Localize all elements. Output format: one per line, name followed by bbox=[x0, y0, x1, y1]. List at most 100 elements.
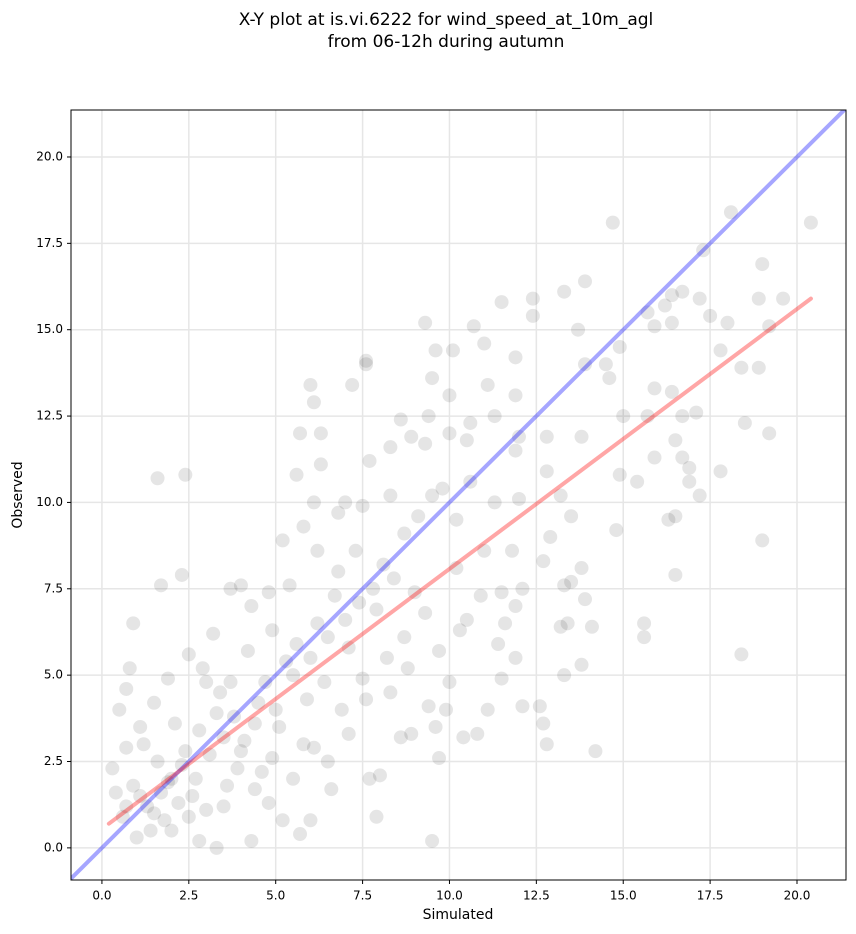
point bbox=[675, 450, 690, 465]
point bbox=[157, 813, 172, 828]
point bbox=[418, 436, 433, 451]
point bbox=[404, 429, 419, 444]
point bbox=[720, 315, 735, 330]
point bbox=[233, 744, 248, 759]
point bbox=[755, 533, 770, 548]
point bbox=[366, 581, 381, 596]
point bbox=[470, 726, 485, 741]
x-tick-label: 5.0 bbox=[266, 889, 285, 903]
point bbox=[352, 595, 367, 610]
y-tick-label: 0.0 bbox=[44, 840, 63, 854]
point bbox=[261, 795, 276, 810]
point bbox=[143, 823, 158, 838]
point bbox=[338, 495, 353, 510]
point bbox=[647, 381, 662, 396]
point bbox=[574, 429, 589, 444]
x-axis-label: Simulated bbox=[423, 907, 494, 923]
chart-title: from 06-12h during autumn bbox=[328, 32, 565, 52]
point bbox=[421, 409, 436, 424]
point bbox=[452, 623, 467, 638]
point bbox=[449, 512, 464, 527]
point bbox=[209, 840, 224, 855]
point bbox=[713, 343, 728, 358]
point bbox=[480, 702, 495, 717]
ticks: 0.0 2.5 5.0 7.5 10.0 12.5 15.0 17.5 20.0 0.0 2.5 5.… bbox=[36, 149, 810, 902]
point bbox=[178, 467, 193, 482]
point bbox=[293, 426, 308, 441]
point bbox=[275, 533, 290, 548]
point bbox=[668, 433, 683, 448]
point bbox=[105, 761, 120, 776]
point bbox=[762, 426, 777, 441]
point bbox=[664, 315, 679, 330]
point bbox=[275, 813, 290, 828]
point bbox=[689, 405, 704, 420]
point bbox=[320, 630, 335, 645]
point bbox=[393, 730, 408, 745]
point bbox=[150, 471, 165, 486]
point bbox=[508, 350, 523, 365]
point bbox=[119, 799, 134, 814]
point bbox=[737, 415, 752, 430]
point bbox=[463, 415, 478, 430]
chart-title: X-Y plot at is.vi.6222 for wind_speed_at… bbox=[239, 10, 654, 30]
point bbox=[511, 491, 526, 506]
point bbox=[612, 467, 627, 482]
point bbox=[115, 809, 130, 824]
point bbox=[154, 785, 169, 800]
point bbox=[140, 799, 155, 814]
point bbox=[751, 360, 766, 375]
point bbox=[574, 561, 589, 576]
point bbox=[564, 574, 579, 589]
x-tick-label: 10.0 bbox=[436, 889, 463, 903]
point bbox=[258, 675, 273, 690]
point bbox=[675, 409, 690, 424]
point bbox=[553, 488, 568, 503]
point bbox=[588, 744, 603, 759]
point bbox=[296, 519, 311, 534]
point bbox=[341, 640, 356, 655]
point bbox=[404, 726, 419, 741]
point bbox=[251, 695, 266, 710]
point bbox=[313, 426, 328, 441]
grid bbox=[71, 110, 846, 880]
point bbox=[282, 578, 297, 593]
point bbox=[664, 288, 679, 303]
point bbox=[682, 474, 697, 489]
point bbox=[386, 571, 401, 586]
x-tick-label: 7.5 bbox=[353, 889, 372, 903]
point bbox=[445, 343, 460, 358]
point bbox=[268, 702, 283, 717]
point bbox=[178, 744, 193, 759]
point bbox=[383, 440, 398, 455]
point bbox=[133, 719, 148, 734]
point bbox=[661, 512, 676, 527]
point bbox=[299, 692, 314, 707]
point bbox=[216, 799, 231, 814]
point bbox=[359, 692, 374, 707]
point bbox=[630, 474, 645, 489]
point bbox=[313, 457, 328, 472]
y-tick-label: 20.0 bbox=[36, 149, 63, 163]
line bbox=[71, 110, 846, 880]
point bbox=[279, 654, 294, 669]
point bbox=[147, 806, 162, 821]
point bbox=[359, 357, 374, 372]
y-tick-label: 10.0 bbox=[36, 495, 63, 509]
point bbox=[557, 668, 572, 683]
point bbox=[477, 543, 492, 558]
point bbox=[498, 616, 513, 631]
x-tick-label: 2.5 bbox=[179, 889, 198, 903]
point bbox=[515, 699, 530, 714]
point bbox=[508, 388, 523, 403]
point bbox=[803, 215, 818, 230]
x-tick-label: 15.0 bbox=[610, 889, 637, 903]
point bbox=[647, 450, 662, 465]
point bbox=[539, 429, 554, 444]
point bbox=[755, 257, 770, 272]
point bbox=[310, 543, 325, 558]
point bbox=[369, 602, 384, 617]
point bbox=[174, 567, 189, 582]
point bbox=[456, 730, 471, 745]
point bbox=[564, 509, 579, 524]
